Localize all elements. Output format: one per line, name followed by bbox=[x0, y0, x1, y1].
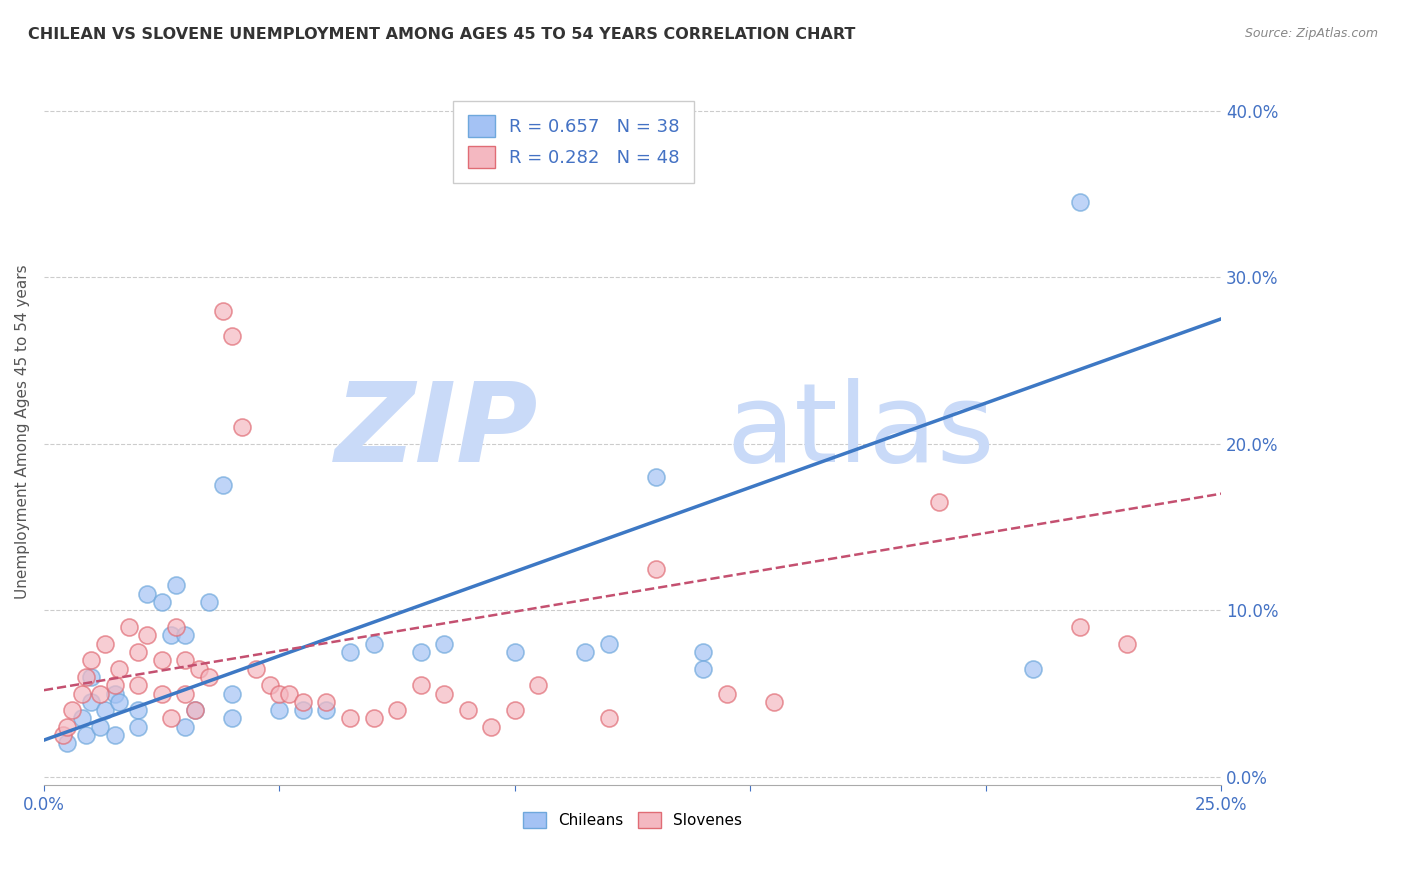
Point bbox=[56, 736, 79, 750]
Point bbox=[1069, 620, 1091, 634]
Point bbox=[136, 586, 159, 600]
Point bbox=[339, 711, 361, 725]
Point bbox=[645, 470, 668, 484]
Point bbox=[339, 645, 361, 659]
Point bbox=[433, 636, 456, 650]
Point bbox=[598, 711, 620, 725]
Point bbox=[259, 678, 281, 692]
Point bbox=[527, 678, 550, 692]
Point bbox=[221, 328, 243, 343]
Point bbox=[127, 645, 149, 659]
Point bbox=[211, 303, 233, 318]
Text: CHILEAN VS SLOVENE UNEMPLOYMENT AMONG AGES 45 TO 54 YEARS CORRELATION CHART: CHILEAN VS SLOVENE UNEMPLOYMENT AMONG AG… bbox=[28, 27, 855, 42]
Point bbox=[245, 661, 267, 675]
Point bbox=[103, 728, 125, 742]
Point bbox=[211, 478, 233, 492]
Point bbox=[315, 703, 337, 717]
Point bbox=[108, 695, 131, 709]
Point bbox=[165, 578, 187, 592]
Point bbox=[160, 628, 183, 642]
Point bbox=[291, 695, 314, 709]
Point bbox=[692, 661, 714, 675]
Text: atlas: atlas bbox=[727, 378, 995, 484]
Point bbox=[127, 720, 149, 734]
Point bbox=[183, 703, 205, 717]
Point bbox=[174, 653, 197, 667]
Point bbox=[127, 703, 149, 717]
Point bbox=[385, 703, 408, 717]
Point bbox=[174, 686, 197, 700]
Text: Source: ZipAtlas.com: Source: ZipAtlas.com bbox=[1244, 27, 1378, 40]
Point bbox=[174, 628, 197, 642]
Point bbox=[94, 703, 117, 717]
Point bbox=[457, 703, 479, 717]
Point bbox=[103, 686, 125, 700]
Point bbox=[315, 695, 337, 709]
Point bbox=[108, 661, 131, 675]
Point bbox=[70, 711, 93, 725]
Point bbox=[231, 420, 253, 434]
Point bbox=[52, 728, 75, 742]
Point bbox=[692, 645, 714, 659]
Point bbox=[574, 645, 596, 659]
Point bbox=[80, 695, 103, 709]
Point bbox=[70, 686, 93, 700]
Point bbox=[363, 711, 385, 725]
Point bbox=[221, 711, 243, 725]
Point bbox=[1116, 636, 1139, 650]
Point bbox=[188, 661, 211, 675]
Point bbox=[80, 670, 103, 684]
Point bbox=[89, 720, 111, 734]
Point bbox=[75, 728, 97, 742]
Point bbox=[269, 686, 291, 700]
Point bbox=[89, 686, 111, 700]
Point bbox=[221, 686, 243, 700]
Point bbox=[277, 686, 299, 700]
Point bbox=[80, 653, 103, 667]
Text: ZIP: ZIP bbox=[335, 378, 538, 484]
Point bbox=[118, 620, 141, 634]
Point bbox=[136, 628, 159, 642]
Point bbox=[56, 720, 79, 734]
Point bbox=[762, 695, 785, 709]
Point bbox=[716, 686, 738, 700]
Point bbox=[150, 686, 173, 700]
Point bbox=[183, 703, 205, 717]
Point bbox=[197, 595, 219, 609]
Point bbox=[1022, 661, 1045, 675]
Y-axis label: Unemployment Among Ages 45 to 54 years: Unemployment Among Ages 45 to 54 years bbox=[15, 264, 30, 599]
Point bbox=[363, 636, 385, 650]
Legend: Chileans, Slovenes: Chileans, Slovenes bbox=[516, 805, 748, 834]
Point bbox=[409, 678, 432, 692]
Point bbox=[269, 703, 291, 717]
Point bbox=[150, 653, 173, 667]
Point bbox=[150, 595, 173, 609]
Point bbox=[409, 645, 432, 659]
Point bbox=[60, 703, 83, 717]
Point bbox=[645, 561, 668, 575]
Point bbox=[174, 720, 197, 734]
Point bbox=[598, 636, 620, 650]
Point bbox=[1069, 195, 1091, 210]
Point bbox=[197, 670, 219, 684]
Point bbox=[103, 678, 125, 692]
Point bbox=[503, 703, 526, 717]
Point bbox=[291, 703, 314, 717]
Point bbox=[160, 711, 183, 725]
Point bbox=[928, 495, 950, 509]
Point bbox=[433, 686, 456, 700]
Point bbox=[479, 720, 502, 734]
Point bbox=[75, 670, 97, 684]
Point bbox=[127, 678, 149, 692]
Point bbox=[503, 645, 526, 659]
Point bbox=[165, 620, 187, 634]
Point bbox=[94, 636, 117, 650]
